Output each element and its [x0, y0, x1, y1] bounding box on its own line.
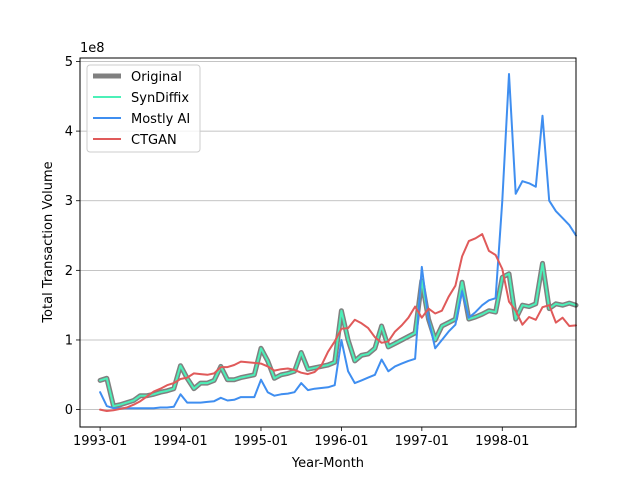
y-axis-offset-label: 1e8 [80, 41, 105, 56]
y-tick-label: 3 [65, 194, 73, 209]
y-tick-label: 4 [65, 125, 73, 140]
y-axis-label: Total Transaction Volume [41, 161, 56, 323]
y-tick-label: 1 [65, 333, 73, 348]
x-tick-label: 1998-01 [475, 434, 529, 449]
y-tick-label: 5 [65, 55, 73, 70]
legend-label: Original [131, 70, 182, 85]
series-line-mostly-ai [99, 73, 577, 410]
ticks-layer: 0 1 2 3 4 5 1993-01 1994-01 1995-01 1996-01 1997-0… [65, 55, 530, 449]
plot-frame [79, 57, 577, 428]
x-tick-label: 1997-01 [395, 434, 449, 449]
y-tick-label: 0 [65, 403, 73, 418]
legend-label: SynDiffix [131, 91, 189, 106]
x-tick-label: 1995-01 [234, 434, 288, 449]
legend-label: Mostly AI [131, 112, 190, 127]
legend-box [86, 64, 201, 153]
y-tick-label: 2 [65, 264, 73, 279]
legend: Original SynDiffix Mostly AI CTGAN [86, 64, 201, 153]
x-tick-label: 1996-01 [314, 434, 368, 449]
x-axis-label: Year-Month [291, 456, 364, 471]
x-tick-label: 1993-01 [73, 434, 127, 449]
x-tick-label: 1994-01 [153, 434, 207, 449]
series-line-ctgan [99, 233, 577, 412]
legend-label: CTGAN [131, 133, 177, 148]
series-layer [97, 73, 579, 412]
